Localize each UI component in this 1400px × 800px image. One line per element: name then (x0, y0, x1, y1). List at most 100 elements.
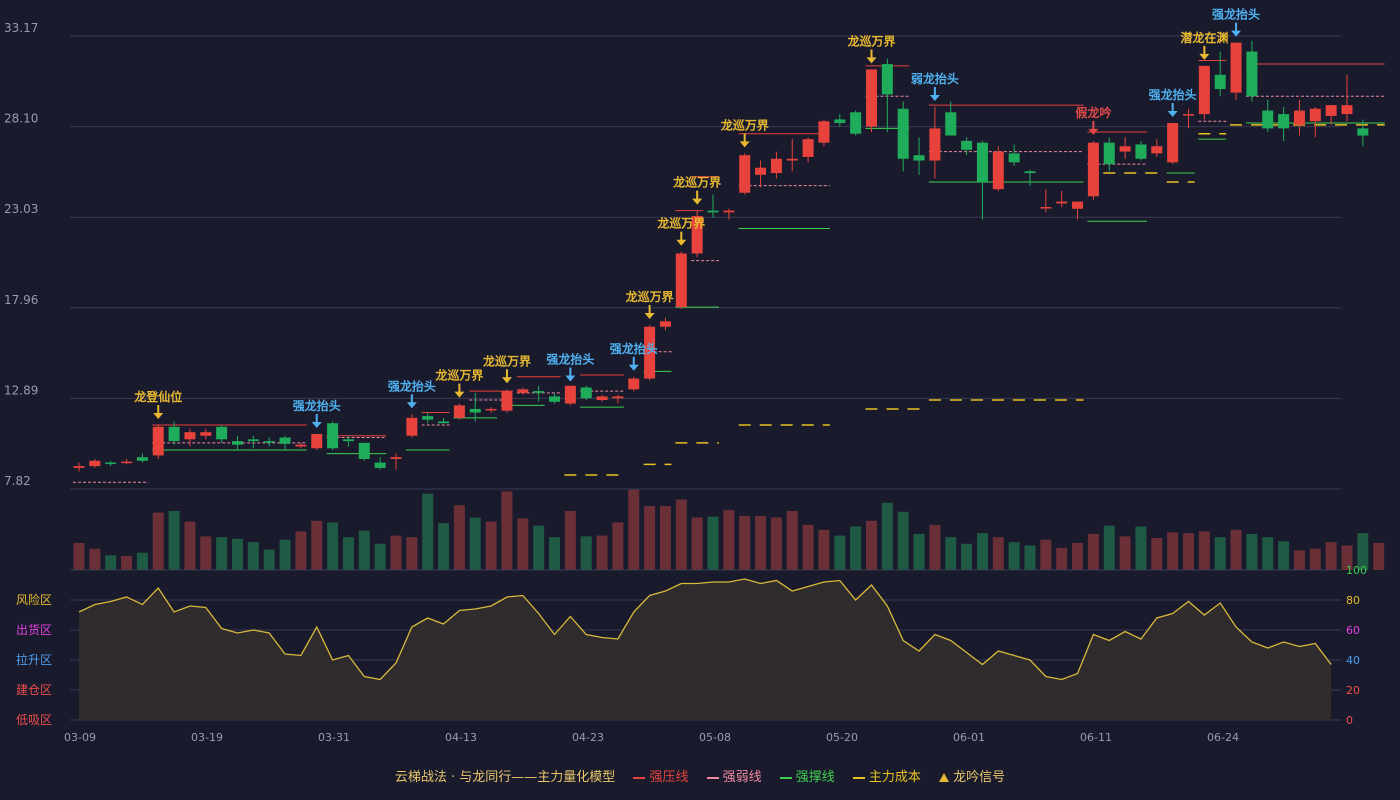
volume-bar (1214, 537, 1226, 570)
volume-bar (374, 543, 386, 570)
candle (73, 462, 85, 472)
osc-line (78, 578, 1332, 681)
signal-arrow-icon (501, 377, 512, 384)
osc-area (79, 579, 1332, 720)
candle (1072, 201, 1084, 220)
signal-label: 弱龙抬头 (911, 71, 959, 86)
volume-bar (755, 515, 767, 570)
legend-item-signal[interactable]: 龙吟信号 (939, 766, 1005, 785)
osc-tick-label: 100 (1346, 564, 1367, 577)
legend-item-cost[interactable]: 主力成本 (852, 766, 921, 785)
candle (976, 140, 988, 220)
volume-bar (1183, 533, 1194, 570)
volume-bar (73, 542, 85, 570)
candle (1309, 106, 1321, 138)
zone-label: 拉升区 (16, 652, 52, 667)
signal-arrow-icon (1088, 128, 1099, 135)
volume-bar (279, 539, 291, 570)
volume-bar (1072, 542, 1084, 570)
volume-bar (485, 521, 497, 570)
legend-item-weak[interactable]: 强弱线 (706, 766, 762, 785)
volume-bar (89, 548, 101, 570)
candle (263, 437, 275, 447)
osc-tick-label: 60 (1346, 624, 1360, 637)
date-label: 06-24 (1207, 731, 1239, 744)
candle (295, 442, 307, 449)
candle-body (691, 215, 703, 254)
candle (913, 137, 925, 175)
volume-bar (992, 537, 1004, 570)
candle (1341, 74, 1353, 122)
volume-bar (770, 517, 782, 570)
candle (1293, 99, 1305, 136)
candle-body (675, 253, 687, 308)
candle-body (929, 128, 941, 161)
volume-bar (549, 537, 560, 570)
candle-body (422, 416, 434, 420)
legend-item-pressure[interactable]: 强压线 (633, 766, 688, 785)
signal-label: 龙巡万界 (657, 216, 705, 231)
candle-body (121, 461, 133, 464)
candle (406, 414, 418, 438)
volume-bar (1119, 536, 1131, 570)
candle-body (596, 396, 608, 401)
candle (850, 110, 862, 136)
candle (1024, 169, 1036, 186)
signal-label: 龙巡万界 (847, 33, 895, 48)
candle-body (105, 462, 117, 465)
candle-body (786, 158, 798, 161)
volume-bar (263, 549, 275, 570)
signal-arrow-icon (454, 391, 465, 398)
volume-bar (295, 531, 307, 570)
candle-body (834, 119, 846, 124)
volume-bar (707, 516, 719, 570)
signal-label: 龙巡万界 (721, 117, 769, 132)
volume-bar (976, 533, 988, 570)
signal-arrow-icon (676, 239, 687, 246)
candle-body (1293, 110, 1305, 125)
candle-body (961, 140, 973, 150)
candle (279, 435, 291, 451)
signal-arrow-icon (311, 421, 322, 428)
candle-body (1357, 128, 1369, 136)
volume-bar (422, 493, 434, 570)
signal-arrow-icon (565, 375, 576, 382)
zone-label: 出货区 (16, 622, 52, 637)
price-tick-label: 7.82 (4, 474, 31, 488)
candle (834, 114, 846, 127)
candle (89, 458, 101, 468)
candle (612, 394, 624, 404)
legend-item-support[interactable]: 强撑线 (779, 766, 835, 785)
candle (247, 435, 259, 449)
candle-body (232, 441, 243, 445)
volume-bar (897, 511, 909, 570)
candle (580, 385, 592, 401)
zone-label: 低吸区 (16, 713, 52, 727)
candle-body (850, 112, 862, 134)
candle (818, 119, 830, 147)
volume-bar (1230, 529, 1242, 570)
date-label: 04-23 (572, 731, 604, 744)
candle-body (1262, 110, 1274, 129)
volume-bar (881, 502, 893, 570)
signal-arrow-icon (929, 94, 940, 101)
signal-label: 假龙吟 (1075, 105, 1111, 120)
volume-bar (596, 535, 608, 570)
candle-body (1325, 105, 1337, 116)
candle (866, 69, 877, 132)
signal-arrow-icon (739, 141, 750, 148)
candle (105, 460, 117, 467)
candle (1040, 189, 1052, 213)
price-tick-label: 28.10 (4, 112, 38, 126)
candle (1087, 140, 1099, 200)
candle-body (1246, 51, 1258, 97)
volume-bar (453, 505, 465, 570)
candle (770, 151, 782, 179)
candle (1262, 99, 1274, 132)
candle (628, 376, 640, 392)
candle-body (755, 167, 767, 175)
volume-bar (358, 530, 370, 570)
volume-bar (818, 529, 830, 570)
candle-body (1040, 207, 1052, 209)
osc-tick-label: 40 (1346, 654, 1360, 667)
